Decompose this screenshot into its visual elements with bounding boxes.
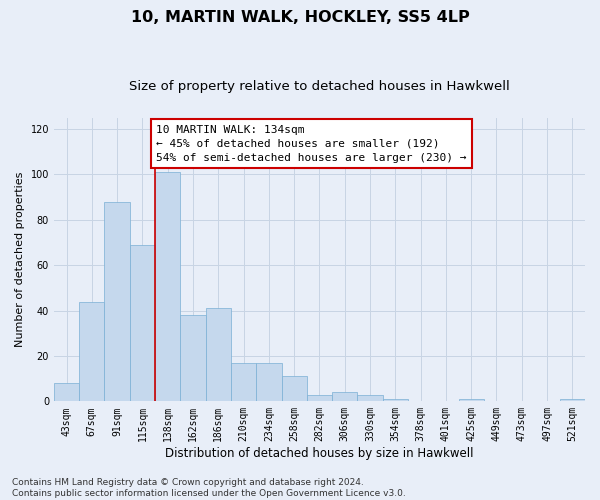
Bar [281, 376, 307, 402]
Bar [79, 302, 104, 402]
Bar [307, 394, 332, 402]
Bar [358, 394, 383, 402]
Bar [256, 363, 281, 402]
X-axis label: Distribution of detached houses by size in Hawkwell: Distribution of detached houses by size … [165, 447, 474, 460]
Bar [54, 383, 79, 402]
Bar [155, 172, 181, 402]
Bar [206, 308, 231, 402]
Bar [231, 363, 256, 402]
Title: Size of property relative to detached houses in Hawkwell: Size of property relative to detached ho… [129, 80, 510, 93]
Bar [383, 399, 408, 402]
Y-axis label: Number of detached properties: Number of detached properties [15, 172, 25, 347]
Bar [181, 315, 206, 402]
Bar [130, 245, 155, 402]
Text: 10 MARTIN WALK: 134sqm
← 45% of detached houses are smaller (192)
54% of semi-de: 10 MARTIN WALK: 134sqm ← 45% of detached… [157, 124, 467, 162]
Bar [458, 399, 484, 402]
Bar [332, 392, 358, 402]
Bar [560, 399, 585, 402]
Bar [104, 202, 130, 402]
Text: Contains HM Land Registry data © Crown copyright and database right 2024.
Contai: Contains HM Land Registry data © Crown c… [12, 478, 406, 498]
Text: 10, MARTIN WALK, HOCKLEY, SS5 4LP: 10, MARTIN WALK, HOCKLEY, SS5 4LP [131, 10, 469, 25]
